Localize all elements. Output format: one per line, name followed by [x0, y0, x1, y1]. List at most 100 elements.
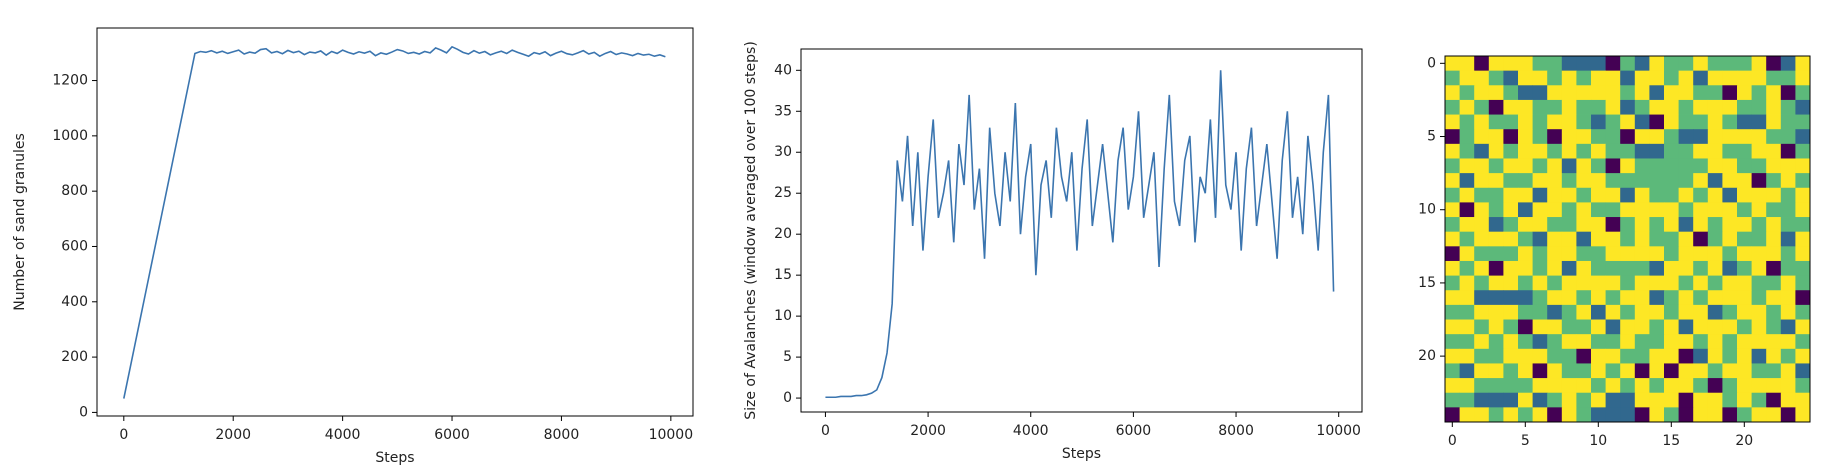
y-tick-label: 0 [79, 404, 88, 420]
x-tick-label: 0 [119, 427, 128, 443]
heatmap-cell [1532, 143, 1548, 159]
heatmap-cell [1488, 56, 1504, 72]
heatmap-cell [1664, 378, 1679, 394]
heatmap-cell [1459, 99, 1475, 115]
heatmap-cell [1649, 304, 1665, 320]
y-tick-label: 35 [774, 103, 792, 119]
heatmap-cell [1445, 378, 1460, 394]
heatmap-cell [1620, 173, 1636, 189]
heatmap-cell [1591, 319, 1606, 335]
heatmap-cell [1445, 348, 1460, 364]
heatmap-cell [1561, 407, 1577, 423]
heatmap-cell [1678, 275, 1694, 291]
heatmap-cell [1532, 129, 1548, 145]
y-tick-label: 0 [783, 390, 792, 406]
heatmap-cell [1780, 319, 1796, 335]
heatmap-cell [1707, 378, 1723, 394]
heatmap-cell [1518, 114, 1533, 130]
heatmap-cell [1474, 56, 1490, 72]
heatmap-cell [1634, 378, 1650, 394]
heatmap-cell [1707, 173, 1723, 189]
heatmap-cell [1459, 114, 1475, 130]
heatmap-cell [1547, 275, 1563, 291]
heatmap-cell [1518, 304, 1533, 320]
heatmap-cell [1722, 143, 1738, 159]
heatmap-cell [1664, 363, 1679, 379]
heatmap-cell [1591, 378, 1606, 394]
heatmap-cell [1445, 231, 1460, 247]
heatmap-cell [1722, 217, 1738, 233]
heatmap-cell [1737, 129, 1752, 145]
heatmap-cell [1751, 173, 1767, 189]
x-tick-label: 4000 [325, 427, 361, 443]
heatmap-cell [1547, 85, 1563, 101]
heatmap-cell [1620, 392, 1636, 408]
heatmap-cell [1678, 99, 1694, 115]
heatmap-cell [1634, 143, 1650, 159]
heatmap-cell [1547, 56, 1563, 72]
heatmap-cell [1722, 187, 1738, 203]
heatmap-cell [1488, 187, 1504, 203]
y-tick-label: 30 [774, 144, 792, 160]
heatmap-cell [1693, 143, 1709, 159]
heatmap-cell [1722, 246, 1738, 262]
heatmap-cell [1576, 202, 1592, 218]
heatmap-cell [1634, 129, 1650, 145]
heatmap-cell [1605, 85, 1621, 101]
heatmap-cell [1693, 231, 1709, 247]
heatmap-cell [1634, 348, 1650, 364]
heatmap-cell [1459, 290, 1475, 306]
heatmap-cell [1561, 99, 1577, 115]
heatmap-cell [1561, 56, 1577, 72]
heatmap-cell [1518, 99, 1533, 115]
heatmap-cell [1751, 304, 1767, 320]
y-tick-label: 200 [61, 349, 88, 365]
heatmap-cell [1503, 348, 1519, 364]
heatmap-cell [1474, 363, 1490, 379]
heatmap-cell [1795, 231, 1811, 247]
heatmap-cell [1488, 363, 1504, 379]
heatmap-cell [1722, 85, 1738, 101]
heatmap-cell [1795, 334, 1811, 350]
heatmap-cell [1488, 202, 1504, 218]
data-line [825, 70, 1335, 399]
heatmap-cell [1780, 114, 1796, 130]
heatmap-cell [1591, 143, 1606, 159]
heatmap-cell [1576, 114, 1592, 130]
heatmap-cell [1766, 56, 1782, 72]
heatmap-cell [1678, 319, 1694, 335]
heatmap-cell [1474, 304, 1490, 320]
heatmap-cell [1459, 246, 1475, 262]
heatmap-cell [1488, 392, 1504, 408]
heatmap-cell [1532, 260, 1548, 276]
heatmap-cell [1722, 290, 1738, 306]
heatmap-cell [1649, 173, 1665, 189]
heatmap-cell [1474, 260, 1490, 276]
heatmap-cell [1737, 260, 1752, 276]
heatmap-cell [1664, 392, 1679, 408]
heatmap-cell [1503, 173, 1519, 189]
heatmap-cell [1766, 378, 1782, 394]
heatmap-cell [1664, 334, 1679, 350]
heatmap-cell [1634, 392, 1650, 408]
heatmap-cell [1693, 246, 1709, 262]
heatmap-cell [1561, 304, 1577, 320]
heatmap-cell [1605, 231, 1621, 247]
heatmap-cell [1722, 378, 1738, 394]
heatmap-cell [1532, 231, 1548, 247]
heatmap-cell [1693, 378, 1709, 394]
heatmap-cell [1591, 290, 1606, 306]
heatmap-cell [1503, 99, 1519, 115]
heatmap-cell [1707, 217, 1723, 233]
heatmap-cell [1795, 407, 1811, 423]
heatmap-cell [1707, 231, 1723, 247]
heatmap-cell [1518, 70, 1533, 86]
y-tick-label: 25 [774, 185, 792, 201]
y-tick-label: 5 [783, 349, 792, 365]
heatmap-cell [1576, 348, 1592, 364]
heatmap-cell [1503, 231, 1519, 247]
heatmap-cell [1620, 70, 1636, 86]
heatmap-cell [1678, 260, 1694, 276]
y-tick-label: 40 [774, 62, 792, 78]
heatmap-cell [1488, 99, 1504, 115]
